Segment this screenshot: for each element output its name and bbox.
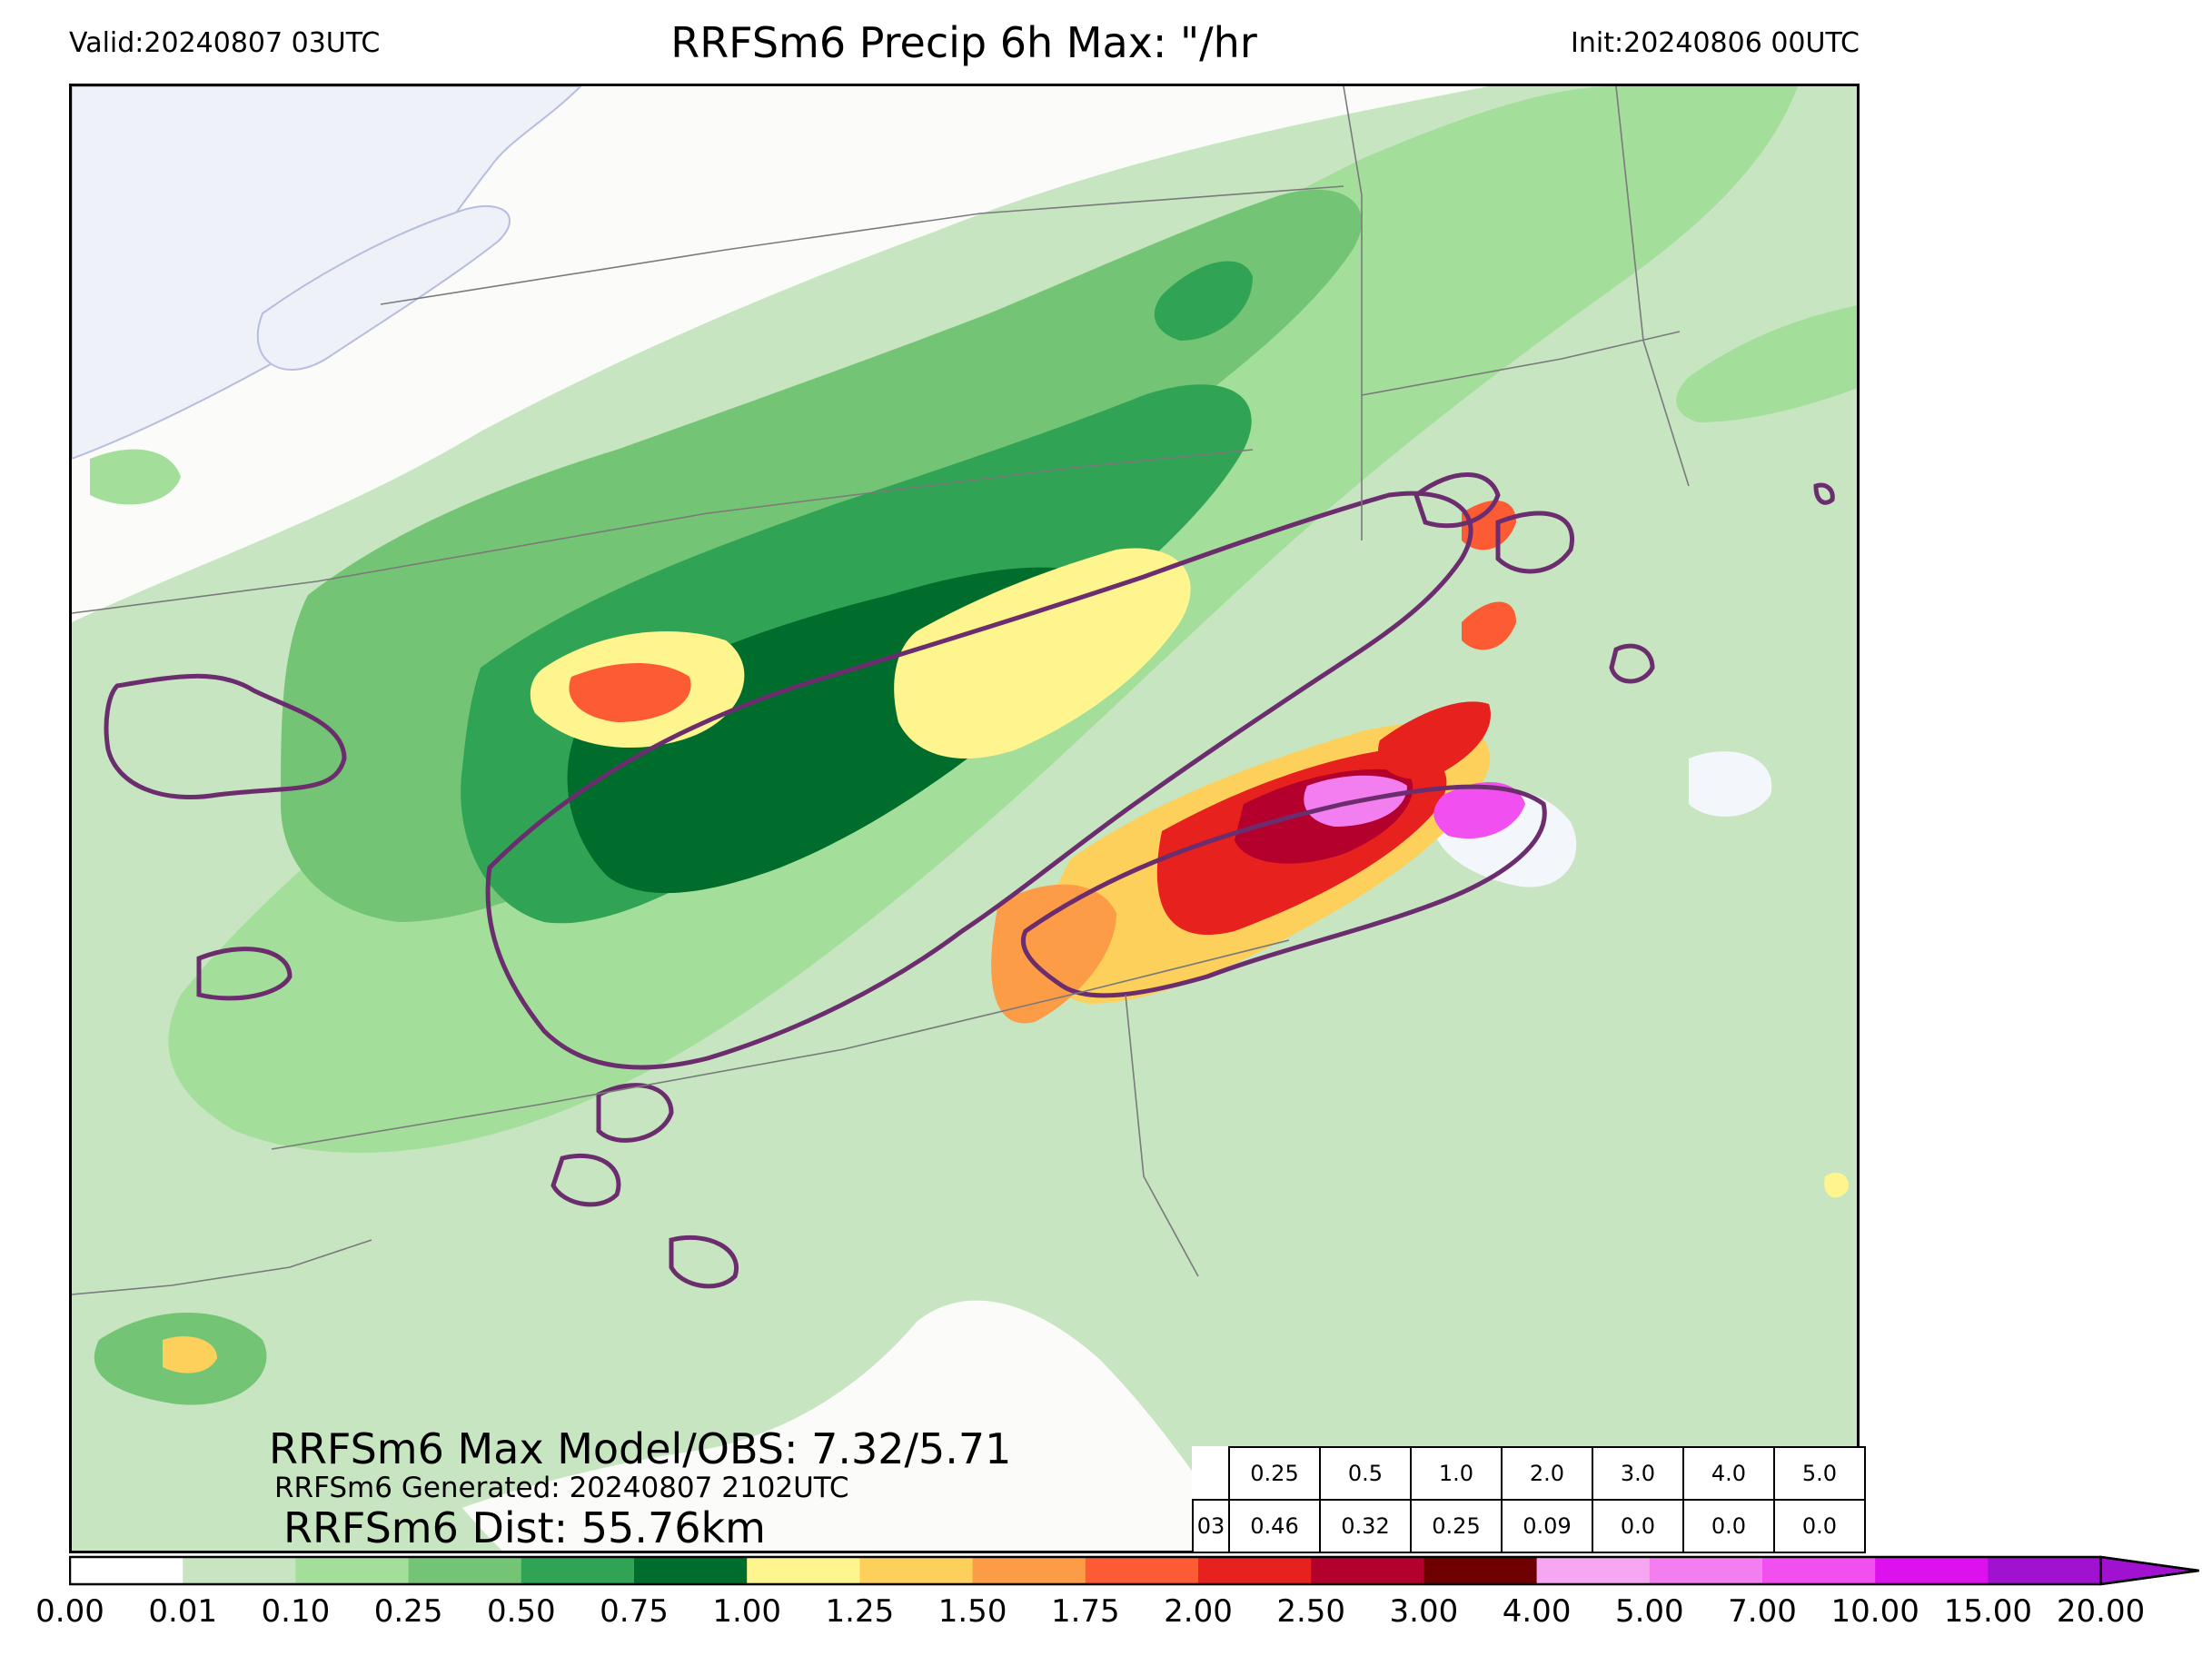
colorbar-extend-arrow (2099, 1555, 2199, 1586)
state-boundaries (72, 86, 1690, 1295)
row-label: 03 (1192, 1499, 1230, 1553)
colorbar-tick-label: 5.00 (1614, 1593, 1684, 1630)
colorbar-tick-label: 10.00 (1830, 1593, 1919, 1630)
max-model-obs: RRFSm6 Max Model/OBS: 7.32/5.71 (269, 1424, 1012, 1473)
value-cell: 0.32 (1319, 1499, 1412, 1553)
value-row: 03 0.46 0.32 0.25 0.09 0.0 0.0 0.0 (1192, 1499, 1866, 1553)
precip-map-canvas (72, 86, 1857, 1551)
colorbar-segment (183, 1557, 296, 1584)
threshold-cell: 2.0 (1501, 1446, 1593, 1501)
map-title: RRFSm6 Precip 6h Max: "/hr (670, 18, 1257, 67)
threshold-cell: 0.25 (1228, 1446, 1321, 1501)
valid-time: Valid:20240807 03UTC (69, 27, 381, 59)
colorbar-segment (747, 1557, 860, 1584)
precip-intense (163, 501, 1849, 1373)
colorbar-segment (634, 1557, 748, 1584)
threshold-cell: 4.0 (1682, 1446, 1775, 1501)
colorbar-tick-label: 0.75 (600, 1593, 669, 1630)
colorbar-segment (521, 1557, 635, 1584)
colorbar-segment (70, 1557, 184, 1584)
threshold-cell: 5.0 (1773, 1446, 1866, 1501)
threshold-row: 0.25 0.5 1.0 2.0 3.0 4.0 5.0 (1193, 1446, 1866, 1501)
value-cell: 0.0 (1773, 1499, 1866, 1553)
colorbar-tick-label: 4.00 (1502, 1593, 1572, 1630)
colorbar-segment (295, 1557, 410, 1584)
distance: RRFSm6 Dist: 55.76km (283, 1503, 766, 1552)
colorbar-tick-label: 7.00 (1728, 1593, 1797, 1630)
colorbar-tick-label: 0.00 (35, 1593, 104, 1630)
colorbar-tick-label: 2.50 (1276, 1593, 1346, 1630)
colorbar-segment (1536, 1557, 1651, 1584)
colorbar-segment (1311, 1557, 1424, 1584)
value-cell: 0.0 (1592, 1499, 1684, 1553)
colorbar (69, 1555, 2199, 1586)
threshold-table: 0.25 0.5 1.0 2.0 3.0 4.0 5.0 03 0.46 0.3… (1192, 1446, 1866, 1553)
colorbar-segment (1875, 1557, 1989, 1584)
colorbar-segment (1198, 1557, 1312, 1584)
colorbar-segment (972, 1557, 1086, 1584)
colorbar-tick-label: 2.00 (1164, 1593, 1233, 1630)
init-time: Init:20240806 00UTC (1571, 27, 1860, 59)
generated-time: RRFSm6 Generated: 20240807 2102UTC (274, 1472, 849, 1504)
colorbar-segment (1649, 1557, 1763, 1584)
threshold-cell: 3.0 (1592, 1446, 1684, 1501)
threshold-cell: 1.0 (1410, 1446, 1503, 1501)
threshold-cell: 0.5 (1319, 1446, 1412, 1501)
value-cell: 0.09 (1501, 1499, 1593, 1553)
colorbar-tick-label: 0.50 (486, 1593, 556, 1630)
colorbar-tick-label: 0.25 (373, 1593, 443, 1630)
colorbar-tick-label: 20.00 (2056, 1593, 2146, 1630)
colorbar-tick-label: 3.00 (1389, 1593, 1459, 1630)
colorbar-segment (1762, 1557, 1876, 1584)
colorbar-tick-label: 0.10 (261, 1593, 331, 1630)
colorbar-tick-label: 0.01 (148, 1593, 218, 1630)
colorbar-segment (408, 1557, 522, 1584)
colorbar-tick-label: 1.25 (825, 1593, 895, 1630)
value-cell: 0.25 (1410, 1499, 1503, 1553)
colorbar-segment (859, 1557, 974, 1584)
colorbar-segment (1988, 1557, 2102, 1584)
colorbar-tick-label: 15.00 (1943, 1593, 2033, 1630)
colorbar-tick-label: 1.00 (712, 1593, 782, 1630)
precip-map (69, 84, 1860, 1553)
value-cell: 0.46 (1228, 1499, 1321, 1553)
colorbar-tick-label: 1.75 (1050, 1593, 1120, 1630)
colorbar-tick-label: 1.50 (937, 1593, 1007, 1630)
colorbar-segment (1085, 1557, 1199, 1584)
obs-contours (104, 472, 1835, 1289)
colorbar-segment (1423, 1557, 1538, 1584)
value-cell: 0.0 (1682, 1499, 1775, 1553)
